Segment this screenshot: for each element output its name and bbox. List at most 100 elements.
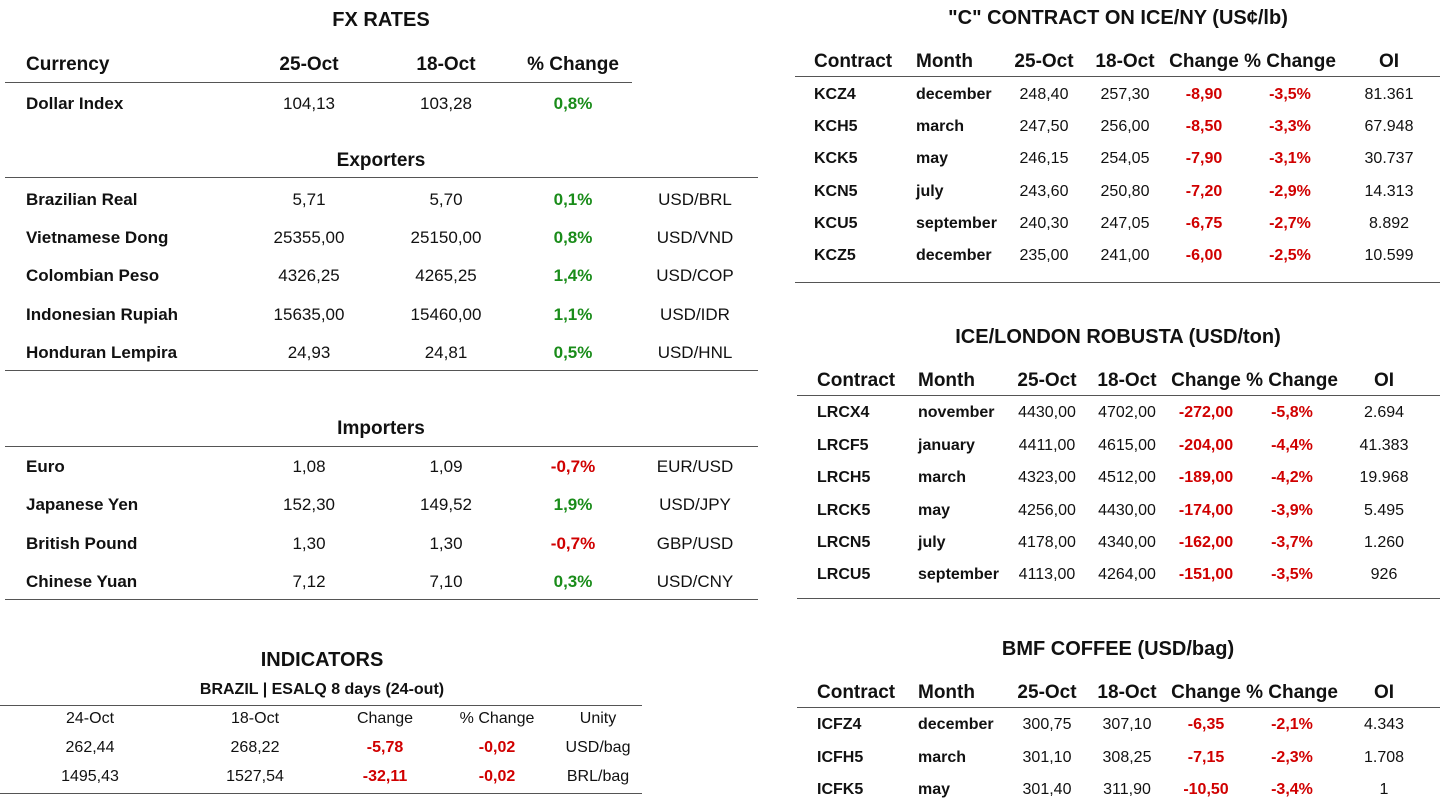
cell: -3,9% [1271,502,1313,519]
cell: may [918,502,951,519]
cell: 1.260 [1363,534,1405,551]
cell: 25-Oct [1014,51,1074,72]
cell: 24,81 [424,343,468,362]
cell: may [916,150,949,167]
title: INDICATORS [260,649,384,671]
cell: 8.892 [1368,215,1410,232]
cell: EUR/USD [656,457,734,476]
cell: LRCN5 [817,534,871,551]
cell: 152,30 [283,495,335,514]
cell: 4.343 [1363,716,1405,733]
cell: -5,8% [1271,404,1313,421]
cell: 18-Oct [230,710,280,727]
section-title: Importers [337,418,425,439]
cell: september [918,566,999,583]
cell: march [918,749,967,766]
cell: 15635,00 [273,305,345,324]
cell: 926 [1370,566,1398,583]
cell: 25-Oct [1017,682,1077,703]
cell: 311,90 [1103,781,1151,798]
cell: may [918,781,951,798]
cell: Dollar Index [26,94,124,113]
cell: Vietnamese Dong [26,228,169,247]
cell: Change [1171,682,1241,703]
cell: march [916,118,965,135]
cell: 7,12 [292,572,326,591]
cell: 1,4% [553,266,593,285]
cell: -4,2% [1271,469,1313,486]
cell: USD/COP [656,266,734,285]
cell: 25355,00 [273,228,345,247]
cell: -272,00 [1178,404,1234,421]
cell: 246,15 [1019,150,1069,167]
cell: USD/JPY [659,495,731,514]
cell: KCZ5 [814,247,856,264]
cell: -189,00 [1178,469,1234,486]
cell: 256,00 [1100,118,1150,135]
cell: march [918,469,967,486]
cell: -6,35 [1187,716,1225,733]
cell: 0,5% [553,343,593,362]
cell: 301,10 [1022,749,1072,766]
cell: 0,8% [553,228,593,247]
cell: % Change [1246,682,1338,703]
cell: 241,00 [1100,247,1150,264]
cell: 4430,00 [1098,502,1156,519]
cell: -6,75 [1185,215,1223,232]
cell: 1495,43 [61,768,119,785]
cell: 308,25 [1102,749,1152,766]
cell: december [916,247,992,264]
cell: 240,30 [1019,215,1069,232]
cell: Currency [26,54,110,75]
cell: 257,30 [1100,86,1150,103]
cell: december [918,716,994,733]
cell: july [918,534,946,551]
rule [797,598,1440,599]
cell: 1,9% [553,495,593,514]
cell: 25-Oct [279,54,339,75]
cell: 247,05 [1100,215,1150,232]
cell: september [916,215,997,232]
cell: Chinese Yuan [26,572,138,591]
cell: 10.599 [1364,247,1414,264]
cell: -3,7% [1271,534,1313,551]
cell: -162,00 [1178,534,1234,551]
cell: Unity [579,710,617,727]
cell: 4430,00 [1018,404,1076,421]
cell: 2.694 [1363,404,1405,421]
cell: Month [916,51,973,72]
rule [795,282,1440,283]
cell: 0,3% [553,572,593,591]
cell: 300,75 [1022,716,1072,733]
cell: Honduran Lempira [26,343,178,362]
rule [5,599,758,600]
cell: 25-Oct [1017,370,1077,391]
title: "C" CONTRACT ON ICE/NY (US¢/lb) [948,7,1288,29]
cell: USD/BRL [658,190,732,209]
cell: 1 [1379,781,1389,798]
cell: 4264,00 [1098,566,1156,583]
cell: -2,5% [1269,247,1311,264]
cell: KCU5 [814,215,858,232]
cell: 4256,00 [1018,502,1076,519]
cell: -5,78 [366,739,404,756]
cell: 4326,25 [278,266,340,285]
cell: -3,3% [1269,118,1311,135]
cell: 1.708 [1363,749,1405,766]
cell: 5,71 [292,190,326,209]
cell: ICFZ4 [817,716,862,733]
cell: USD/VND [656,228,734,247]
rule [5,370,758,371]
cell: Brazilian Real [26,190,138,209]
cell: -7,90 [1185,150,1223,167]
cell: 1,30 [429,534,463,553]
cell: 4411,00 [1018,437,1076,454]
cell: 243,60 [1019,183,1069,200]
rule [797,395,1440,396]
rule [0,705,642,706]
cell: USD/CNY [656,572,734,591]
cell: 18-Oct [416,54,476,75]
cell: Change [356,710,414,727]
cell: -0,7% [550,457,596,476]
